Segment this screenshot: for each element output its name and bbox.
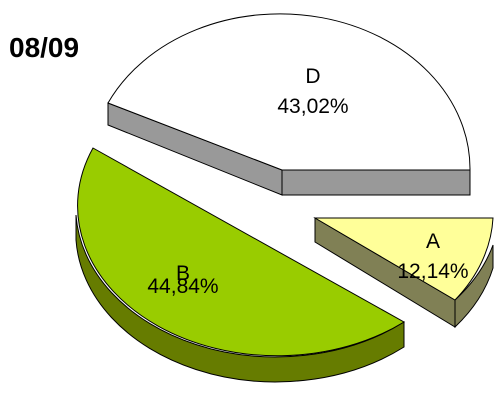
slice-a-top xyxy=(313,217,494,301)
slice-a-label: A xyxy=(426,230,440,253)
slice-b: B 44,84% 44,84% xyxy=(75,147,405,383)
slice-d-value: 43,02% xyxy=(277,95,348,118)
slice-a-side-front xyxy=(454,244,494,329)
chart-title: 08/09 xyxy=(9,32,79,63)
slice-b-side xyxy=(75,214,405,383)
slice-d-top xyxy=(107,13,471,171)
slice-d-side-arc xyxy=(281,169,471,196)
slice-b-top xyxy=(77,147,405,357)
slice-d-label: D xyxy=(305,65,320,88)
slice-a: A 12,14% xyxy=(313,217,494,329)
slice-d: D 43,02% xyxy=(107,13,471,196)
slice-b-value-display: 44,84% xyxy=(147,275,218,298)
slice-b-label: B xyxy=(176,262,190,285)
slice-a-value: 12,14% xyxy=(397,260,468,283)
